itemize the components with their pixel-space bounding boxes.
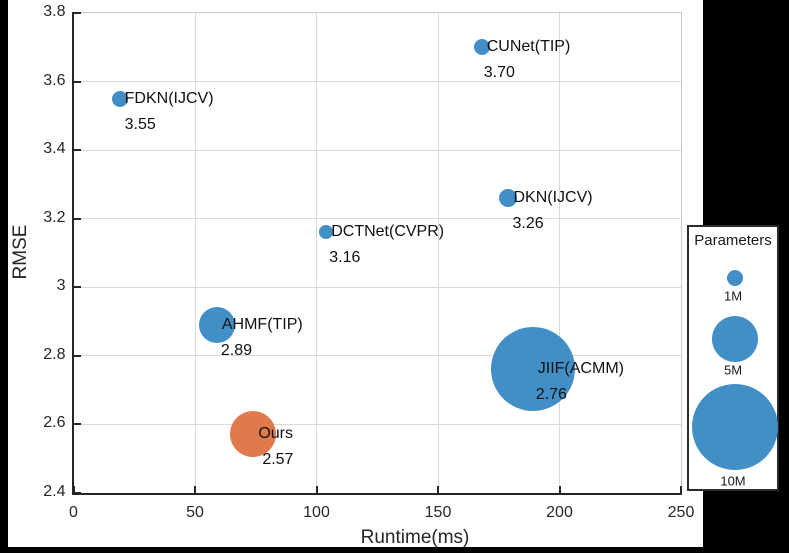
- bubble-fdkn-ijcv: [111, 90, 128, 107]
- bubble-ours: [230, 411, 277, 458]
- bubble-jiif-acmm: [490, 327, 575, 412]
- y-tick-label: 3.6: [43, 71, 66, 89]
- y-tick-mark: [73, 149, 81, 151]
- y-tick-mark: [73, 80, 81, 83]
- v-gridline: [194, 13, 196, 493]
- y-tick-label: 2.4: [43, 482, 66, 500]
- point-label-ahmf-tip: AHMF(TIP): [221, 315, 303, 333]
- bubble-dctnet-cvpr: [319, 225, 334, 240]
- h-gridline: [73, 218, 681, 219]
- point-value-fdkn-ijcv: 3.55: [124, 115, 156, 133]
- point-label-jiif-acmm: JIIF(ACMM): [537, 360, 624, 378]
- figure-canvas: Runtime(ms) RMSE 0 50 100 150 200 250 2.4 2.6 2.…: [8, 0, 703, 548]
- point-label-cunet-tip: CUNet(TIP): [486, 38, 571, 56]
- bubble-dkn-ijcv: [499, 188, 518, 207]
- bubble-cunet-tip: [473, 39, 490, 56]
- y-tick-mark: [73, 217, 81, 220]
- x-tick-label: 100: [303, 503, 330, 521]
- x-tick-mark: [437, 485, 439, 493]
- point-value-dctnet-cvpr: 3.16: [329, 249, 361, 267]
- v-gridline: [559, 13, 560, 493]
- legend-title: Parameters: [694, 232, 772, 249]
- point-label-dctnet-cvpr: DCTNet(CVPR): [331, 223, 445, 241]
- x-axis-line: [72, 492, 682, 495]
- legend-bubble-10m: [692, 384, 778, 470]
- point-label-dkn-ijcv: DKN(IJCV): [513, 188, 593, 206]
- legend-bubble-1m: [727, 270, 743, 286]
- legend-label-5m: 5M: [723, 362, 743, 378]
- y-tick-mark: [73, 354, 81, 357]
- point-value-ours: 2.57: [262, 451, 294, 469]
- plot-border-top: [73, 12, 682, 13]
- x-tick-mark: [194, 485, 196, 493]
- y-tick-label: 3.2: [43, 208, 66, 226]
- y-tick-label: 3.4: [43, 140, 66, 157]
- x-tick-label: 250: [667, 503, 695, 521]
- h-gridline: [73, 149, 681, 151]
- legend-label-10m: 10M: [720, 473, 746, 489]
- x-tick-mark: [680, 485, 682, 493]
- point-value-cunet-tip: 3.70: [483, 64, 515, 82]
- x-tick-mark: [558, 485, 561, 493]
- legend-label-1m: 1M: [723, 288, 743, 304]
- x-tick-label: 50: [186, 503, 204, 521]
- y-tick-mark: [73, 12, 81, 14]
- bubble-ahmf-tip: [198, 306, 235, 343]
- x-tick-mark: [315, 485, 318, 493]
- y-tick-label: 3: [56, 277, 66, 294]
- point-label-ours: Ours: [258, 425, 293, 443]
- parameters-legend: Parameters 1M 5M 10M: [687, 225, 779, 491]
- point-value-dkn-ijcv: 3.26: [512, 214, 544, 232]
- h-gridline: [73, 81, 681, 82]
- x-tick-label: 200: [546, 503, 573, 521]
- x-tick-label: 150: [424, 503, 452, 521]
- y-tick-label: 3.8: [43, 3, 66, 20]
- plot-border-right: [681, 12, 682, 493]
- y-tick-label: 2.6: [43, 414, 66, 431]
- point-value-ahmf-tip: 2.89: [220, 341, 252, 359]
- y-axis-title: RMSE: [10, 224, 31, 280]
- y-tick-mark: [73, 491, 81, 494]
- v-gridline: [437, 13, 439, 493]
- point-value-jiif-acmm: 2.76: [535, 386, 567, 404]
- h-gridline: [73, 355, 681, 356]
- y-tick-label: 2.8: [43, 345, 66, 363]
- x-tick-label: 0: [69, 503, 78, 521]
- y-tick-mark: [73, 286, 81, 288]
- x-axis-title: Runtime(ms): [360, 527, 470, 548]
- point-label-fdkn-ijcv: FDKN(IJCV): [124, 89, 214, 107]
- v-gridline: [316, 13, 317, 493]
- y-axis-line: [72, 12, 74, 494]
- h-gridline: [73, 286, 681, 288]
- h-gridline: [73, 423, 681, 425]
- y-tick-mark: [73, 423, 81, 425]
- legend-bubble-5m: [712, 316, 758, 362]
- x-tick-mark: [72, 485, 75, 493]
